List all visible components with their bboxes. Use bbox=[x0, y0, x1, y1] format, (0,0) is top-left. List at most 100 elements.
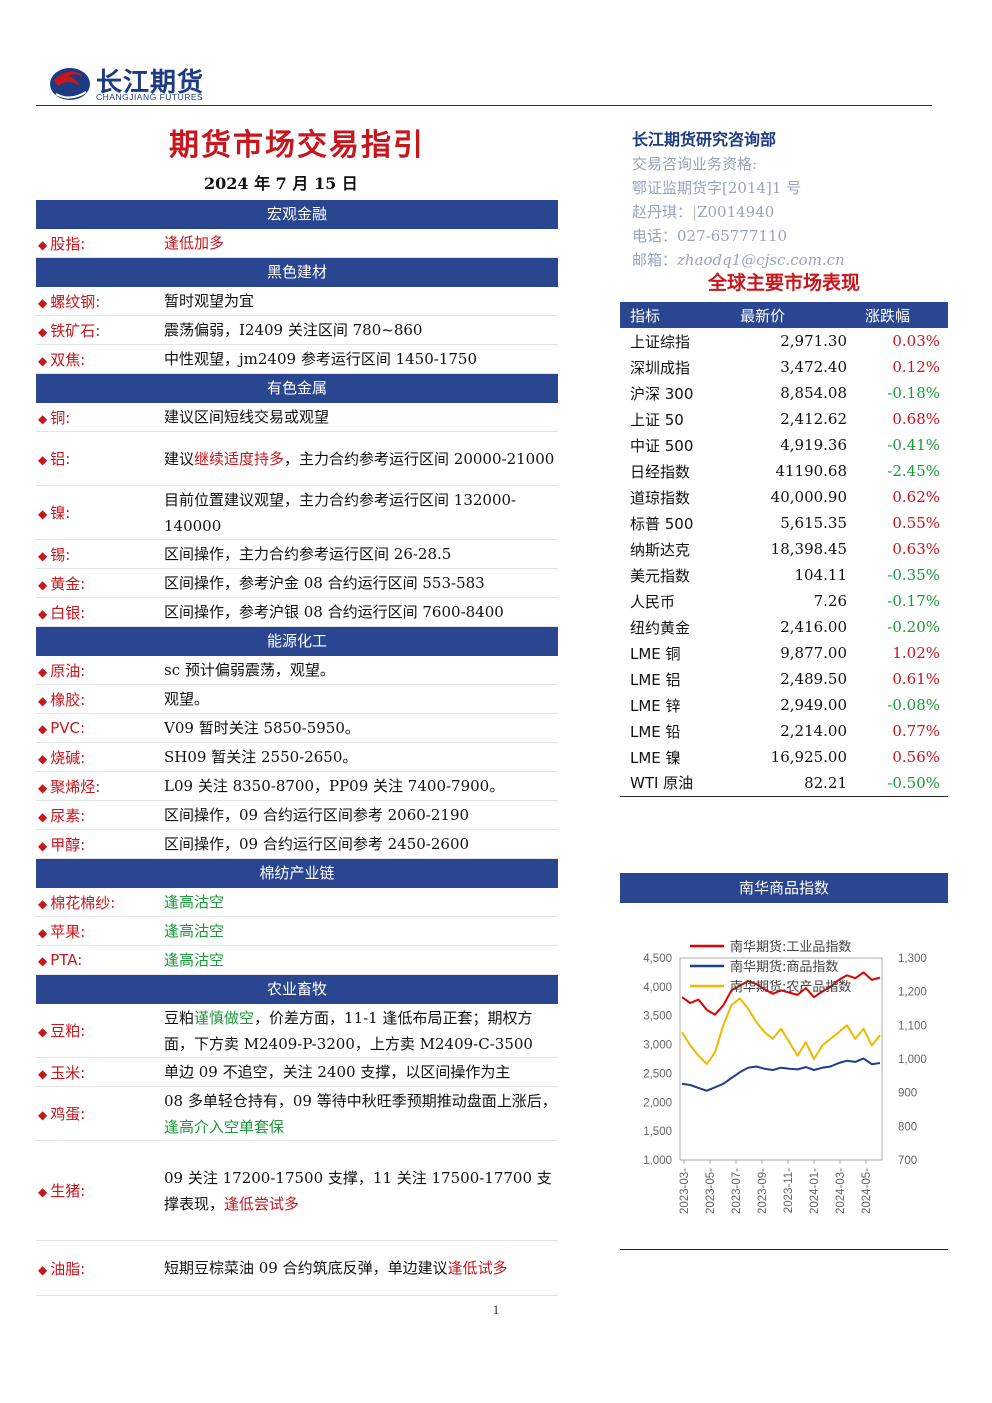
advice-text: 建议 bbox=[164, 449, 195, 468]
guide-row: 油脂:短期豆棕菜油 09 合约筑底反弹，单边建议逢低试多 bbox=[36, 1241, 558, 1296]
y-right-tick-label: 700 bbox=[898, 1155, 917, 1167]
market-row: 沪深 300 8,854.08 -0.18% bbox=[620, 380, 948, 406]
market-row: 人民币 7.26 -0.17% bbox=[620, 588, 948, 614]
global-market-title: 全球主要市场表现 bbox=[707, 272, 860, 294]
analyst-name: 赵丹琪： bbox=[632, 203, 693, 221]
contact-block: 长江期货研究咨询部 交易咨询业务资格: 鄂证监期货字[2014]1 号 赵丹琪：… bbox=[632, 128, 942, 272]
market-name: 美元指数 bbox=[630, 566, 691, 585]
commodity-label: 棉花棉纱: bbox=[36, 892, 164, 913]
commodity-advice: 震荡偏弱，I2409 关注区间 780~860 bbox=[164, 317, 558, 343]
col-indicator: 指标 bbox=[620, 302, 731, 328]
divider: | bbox=[692, 203, 698, 221]
market-name: 中证 500 bbox=[630, 436, 694, 455]
market-name: LME 镍 bbox=[630, 748, 681, 767]
commodity-advice: 区间操作，09 合约运行区间参考 2060-2190 bbox=[164, 802, 558, 828]
advice-text: 单边 09 不追空，关注 2400 支撑，以区间操作为主 bbox=[164, 1063, 511, 1081]
advice-text: 豆粕 bbox=[164, 1008, 195, 1027]
y-right-tick-label: 800 bbox=[898, 1121, 917, 1133]
y-right-tick-label: 1,300 bbox=[898, 953, 927, 965]
x-tick-label: 2023-11- bbox=[783, 1168, 795, 1213]
series-line bbox=[681, 971, 881, 1016]
guide-row: 橡胶:观望。 bbox=[36, 685, 558, 714]
market-name: 纳斯达克 bbox=[630, 540, 691, 559]
guide-row: 尿素:区间操作，09 合约运行区间参考 2060-2190 bbox=[36, 801, 558, 830]
advice-text: 建议区间短线交易或观望 bbox=[164, 408, 330, 426]
guide-row: PVC:V09 暂时关注 5850-5950。 bbox=[36, 714, 558, 743]
market-price: 18,398.45 bbox=[770, 540, 848, 558]
commodity-advice: V09 暂时关注 5850-5950。 bbox=[164, 715, 558, 741]
commodity-label: 烧碱: bbox=[36, 747, 164, 768]
market-table-header: 指标 最新价 涨跌幅 bbox=[620, 302, 948, 328]
market-row: LME 锌 2,949.00 -0.08% bbox=[620, 692, 948, 718]
x-tick-label: 2023-03- bbox=[679, 1168, 691, 1214]
y-left-tick-label: 1,000 bbox=[643, 1155, 672, 1167]
market-name: LME 铅 bbox=[630, 722, 681, 741]
commodity-advice: 中性观望，jm2409 参考运行区间 1450-1750 bbox=[164, 346, 558, 372]
analyst-line: 赵丹琪：|Z0014940 bbox=[632, 200, 942, 224]
y-right-tick-label: 900 bbox=[898, 1088, 917, 1100]
advice-highlight: 逢高沽空 bbox=[164, 893, 225, 911]
market-row: LME 铅 2,214.00 0.77% bbox=[620, 718, 948, 744]
section-header: 棉纺产业链 bbox=[36, 859, 558, 888]
commodity-advice: 建议继续适度持多，主力合约参考运行区间 20000-21000 bbox=[164, 446, 558, 472]
advice-text: ，价差方面，11-1 逢低布局正套；期权方面，下方卖 M2409-P-3200，… bbox=[164, 1008, 533, 1053]
section-header: 宏观金融 bbox=[36, 200, 558, 229]
commodity-advice: 豆粕谨慎做空，价差方面，11-1 逢低布局正套；期权方面，下方卖 M2409-P… bbox=[164, 1005, 558, 1057]
advice-highlight: 谨慎做空 bbox=[194, 1008, 255, 1027]
market-price: 16,925.00 bbox=[770, 748, 848, 766]
market-change: 1.02% bbox=[892, 644, 940, 662]
email-label: 邮箱： bbox=[632, 251, 678, 269]
market-row: LME 铝 2,489.50 0.61% bbox=[620, 666, 948, 692]
market-price: 2,489.50 bbox=[780, 670, 848, 688]
commodity-label: 生猪: bbox=[36, 1180, 164, 1201]
x-tick-label: 2023-05- bbox=[705, 1168, 717, 1214]
commodity-label: 聚烯烃: bbox=[36, 776, 164, 797]
market-name: 上证综指 bbox=[630, 332, 691, 351]
guide-row: 铁矿石:震荡偏弱，I2409 关注区间 780~860 bbox=[36, 316, 558, 345]
advice-text: V09 暂时关注 5850-5950。 bbox=[164, 719, 360, 737]
commodity-advice: 观望。 bbox=[164, 686, 558, 712]
dept-name: 长江期货研究咨询部 bbox=[632, 130, 777, 149]
advice-highlight: 逢高介入空单套保 bbox=[164, 1117, 285, 1136]
commodity-advice: 区间操作，参考沪金 08 合约运行区间 553-583 bbox=[164, 570, 558, 596]
market-change: -0.35% bbox=[887, 566, 940, 584]
market-name: 日经指数 bbox=[630, 462, 691, 481]
y-left-tick-label: 2,000 bbox=[643, 1097, 672, 1109]
commodity-advice: 逢低加多 bbox=[164, 230, 558, 256]
advice-highlight: 继续适度持多 bbox=[194, 449, 285, 468]
guide-row: PTA:逢高沽空 bbox=[36, 946, 558, 975]
commodity-label: 油脂: bbox=[36, 1258, 164, 1279]
y-left-tick-label: 2,500 bbox=[643, 1068, 672, 1080]
guide-row: 豆粕:豆粕谨慎做空，价差方面，11-1 逢低布局正套；期权方面，下方卖 M240… bbox=[36, 1004, 558, 1058]
market-row: 上证综指 2,971.30 0.03% bbox=[620, 328, 948, 354]
market-price: 3,472.40 bbox=[780, 358, 848, 376]
commodity-label: 锡: bbox=[36, 544, 164, 565]
legend-label: 南华期货:商品指数 bbox=[730, 959, 838, 975]
advice-text: 目前位置建议观望，主力合约参考运行区间 132000-140000 bbox=[164, 490, 517, 535]
commodity-label: 甲醇: bbox=[36, 834, 164, 855]
page-number: 1 bbox=[492, 1302, 500, 1317]
col-price: 最新价 bbox=[730, 302, 856, 328]
commodity-label: 黄金: bbox=[36, 573, 164, 594]
market-price: 5,615.35 bbox=[780, 514, 848, 532]
commodity-advice: L09 关注 8350-8700，PP09 关注 7400-7900。 bbox=[164, 773, 558, 799]
commodity-advice: 短期豆棕菜油 09 合约筑底反弹，单边建议逢低试多 bbox=[164, 1255, 558, 1281]
header-rule bbox=[36, 105, 932, 106]
qual-number: 鄂证监期货字[2014]1 号 bbox=[632, 179, 802, 197]
y-left-tick-label: 4,500 bbox=[643, 953, 672, 965]
email[interactable]: zhaodq1@cjsc.com.cn bbox=[677, 251, 845, 269]
commodity-label: 双焦: bbox=[36, 349, 164, 370]
section-header: 能源化工 bbox=[36, 627, 558, 656]
advice-highlight: 逢高沽空 bbox=[164, 951, 225, 969]
legend-label: 南华期货:农产品指数 bbox=[730, 979, 851, 995]
nanhua-title: 南华商品指数 bbox=[620, 873, 948, 903]
guide-row: 镍:目前位置建议观望，主力合约参考运行区间 132000-140000 bbox=[36, 486, 558, 540]
market-row: 日经指数 41190.68 -2.45% bbox=[620, 458, 948, 484]
commodity-advice: sc 预计偏弱震荡，观望。 bbox=[164, 657, 558, 683]
market-price: 2,416.00 bbox=[780, 618, 848, 636]
advice-text: 区间操作，参考沪银 08 合约运行区间 7600-8400 bbox=[164, 603, 504, 621]
logo-text: 长江期货 bbox=[96, 68, 205, 98]
market-price: 2,971.30 bbox=[780, 332, 848, 350]
commodity-advice: 区间操作，参考沪银 08 合约运行区间 7600-8400 bbox=[164, 599, 558, 625]
market-change: -0.41% bbox=[887, 436, 940, 454]
